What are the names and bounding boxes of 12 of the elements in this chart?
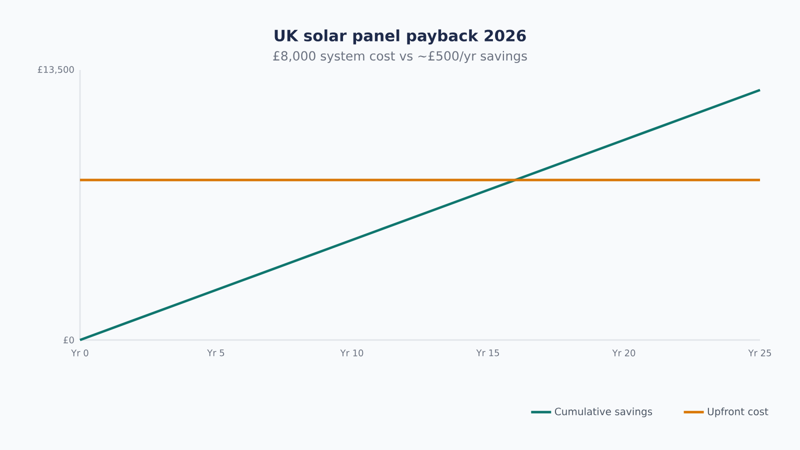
x-tick-label: Yr 5 <box>207 350 224 356</box>
x-tick-label: Yr 0 <box>71 350 88 356</box>
chart-title: UK solar panel payback 2026 <box>274 29 526 45</box>
x-tick-label: Yr 25 <box>748 350 771 356</box>
chart-subtitle: £8,000 system cost vs ~£500/yr savings <box>273 50 527 64</box>
y-tick-label: £0 <box>64 336 74 344</box>
legend-label: Cumulative savings <box>554 408 652 418</box>
x-tick-label: Yr 10 <box>340 350 364 356</box>
y-tick-label: £13,500 <box>38 66 74 74</box>
x-tick-label: Yr 20 <box>612 350 636 356</box>
x-tick-label: Yr 15 <box>476 350 499 356</box>
legend-label: Upfront cost <box>708 408 768 418</box>
